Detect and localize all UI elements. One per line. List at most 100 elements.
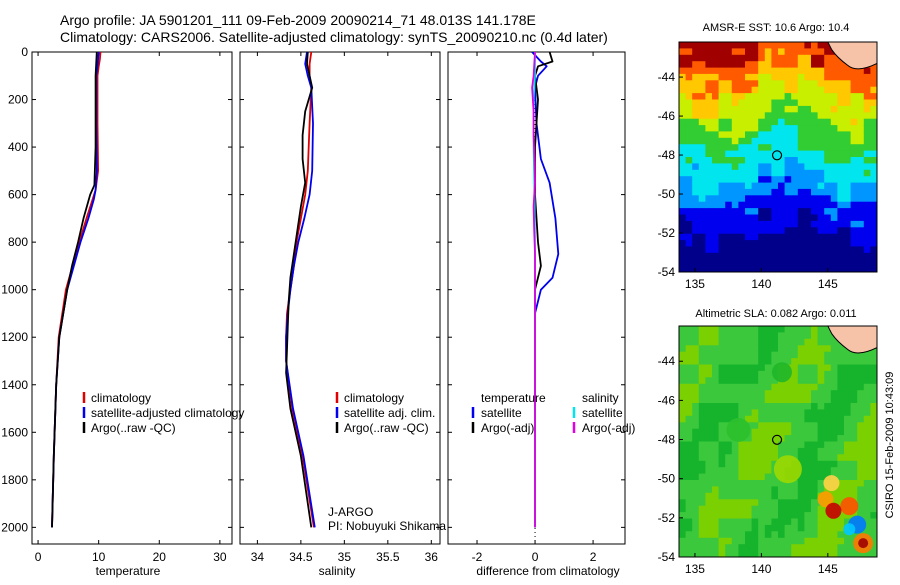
series-line-climatology [51,52,102,528]
map-cell [771,383,779,391]
map-cell [824,428,832,436]
map-cell [771,326,779,333]
map-cell [811,176,819,184]
map-cell [778,338,786,346]
map-cell [718,537,726,545]
map-cell [830,131,838,139]
map-cell [718,454,726,462]
map-cell [824,195,832,203]
header-line-1: Argo profile: JA 5901201_111 09-Feb-2009… [60,12,536,28]
map-cell [863,467,871,475]
map-cell [817,259,825,267]
map-cell [751,188,759,196]
map-cell [745,345,753,353]
map-cell [870,447,877,455]
map-cell [698,105,706,113]
map-cell [685,163,693,171]
map-cell [764,422,772,430]
map-cell [824,112,832,120]
map-cell [771,441,779,449]
map-cell [731,157,739,164]
map-cell [764,403,772,410]
map-cell [817,157,825,164]
map-cell [725,208,733,216]
map-cell [771,48,779,56]
map-cell [718,396,726,404]
map-cell [804,358,812,366]
map-cell [857,214,865,222]
map-cell [764,214,772,222]
map-cell [705,42,713,49]
map-cell [817,54,825,62]
map-cell [811,415,819,423]
map-cell [685,518,693,526]
map-cell [771,473,779,481]
map-cell [758,364,766,372]
map-cell [705,480,713,487]
map-cell [758,137,766,145]
map-cell [830,157,838,164]
map-cell [685,105,693,113]
map-cell [804,473,812,481]
map-cell [751,383,759,391]
map-cell [679,252,687,260]
map-cell [731,118,739,126]
map-cell [751,460,759,468]
map-cell [764,351,772,359]
map-cell [811,460,819,468]
map-cell [863,112,871,120]
map-cell [811,208,819,216]
map-cell [784,195,792,203]
map-cell [804,105,812,113]
map-cell [811,144,819,152]
map-cell [817,169,825,177]
map-cell [698,42,706,49]
map-cell [797,259,805,267]
y-tick-label: -52 [658,226,676,240]
map-cell [764,505,772,513]
map-cell [731,227,739,235]
map-cell [692,492,700,500]
map-cell [791,48,799,56]
map-cell [712,61,720,69]
map-cell [718,377,726,385]
sla-anomaly-feature [843,523,856,536]
map-cell [830,409,838,417]
map-cell [712,233,720,241]
map-cell [778,428,786,436]
map-cell [725,505,733,513]
map-cell [850,396,858,404]
map-cell [705,518,713,526]
y-tick-label: -44 [658,354,676,368]
map-cell [731,480,739,487]
map-cell [784,544,792,552]
map-cell [685,86,693,94]
map-cell [870,201,877,209]
map-cell [797,358,805,366]
map-cell [731,233,739,241]
map-cell [685,48,693,56]
map-cell [712,201,720,209]
map-cell [705,195,713,203]
map-cell [731,345,739,353]
map-cell [811,80,819,88]
map-cell [679,390,687,398]
map-cell [863,441,871,449]
map-cell [784,345,792,353]
map-cell [791,415,799,423]
map-cell [738,447,746,455]
map-cell [718,265,726,272]
map-cell [758,332,766,340]
map-cell [725,492,733,500]
map-cell [738,86,746,94]
map-cell [771,220,779,228]
map-cell [738,518,746,526]
map-cell [784,99,792,107]
map-cell [751,163,759,171]
map-cell [731,112,739,120]
map-cell [698,332,706,340]
map-cell [811,505,819,513]
map-cell [718,480,726,487]
map-cell [778,233,786,241]
map-cell [837,428,845,436]
